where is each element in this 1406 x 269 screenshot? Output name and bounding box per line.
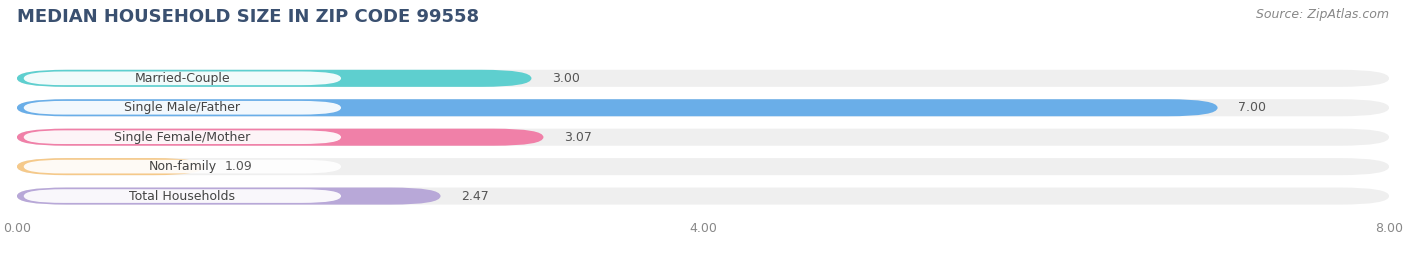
FancyBboxPatch shape [24,130,342,144]
Text: Source: ZipAtlas.com: Source: ZipAtlas.com [1256,8,1389,21]
FancyBboxPatch shape [17,99,1389,116]
FancyBboxPatch shape [24,189,342,203]
FancyBboxPatch shape [17,187,440,205]
FancyBboxPatch shape [24,160,342,174]
Text: Total Households: Total Households [129,190,235,203]
FancyBboxPatch shape [17,129,1389,146]
Text: 1.09: 1.09 [225,160,252,173]
Text: Single Male/Father: Single Male/Father [124,101,240,114]
Text: 7.00: 7.00 [1239,101,1267,114]
Text: 3.00: 3.00 [553,72,579,85]
Text: MEDIAN HOUSEHOLD SIZE IN ZIP CODE 99558: MEDIAN HOUSEHOLD SIZE IN ZIP CODE 99558 [17,8,479,26]
Text: Single Female/Mother: Single Female/Mother [114,131,250,144]
FancyBboxPatch shape [17,187,1389,205]
Text: Non-family: Non-family [149,160,217,173]
FancyBboxPatch shape [17,99,1218,116]
FancyBboxPatch shape [17,158,1389,175]
FancyBboxPatch shape [24,101,342,115]
Text: Married-Couple: Married-Couple [135,72,231,85]
FancyBboxPatch shape [17,70,1389,87]
FancyBboxPatch shape [17,70,531,87]
FancyBboxPatch shape [17,158,204,175]
Text: 2.47: 2.47 [461,190,489,203]
Text: 3.07: 3.07 [564,131,592,144]
FancyBboxPatch shape [24,72,342,85]
FancyBboxPatch shape [17,129,544,146]
